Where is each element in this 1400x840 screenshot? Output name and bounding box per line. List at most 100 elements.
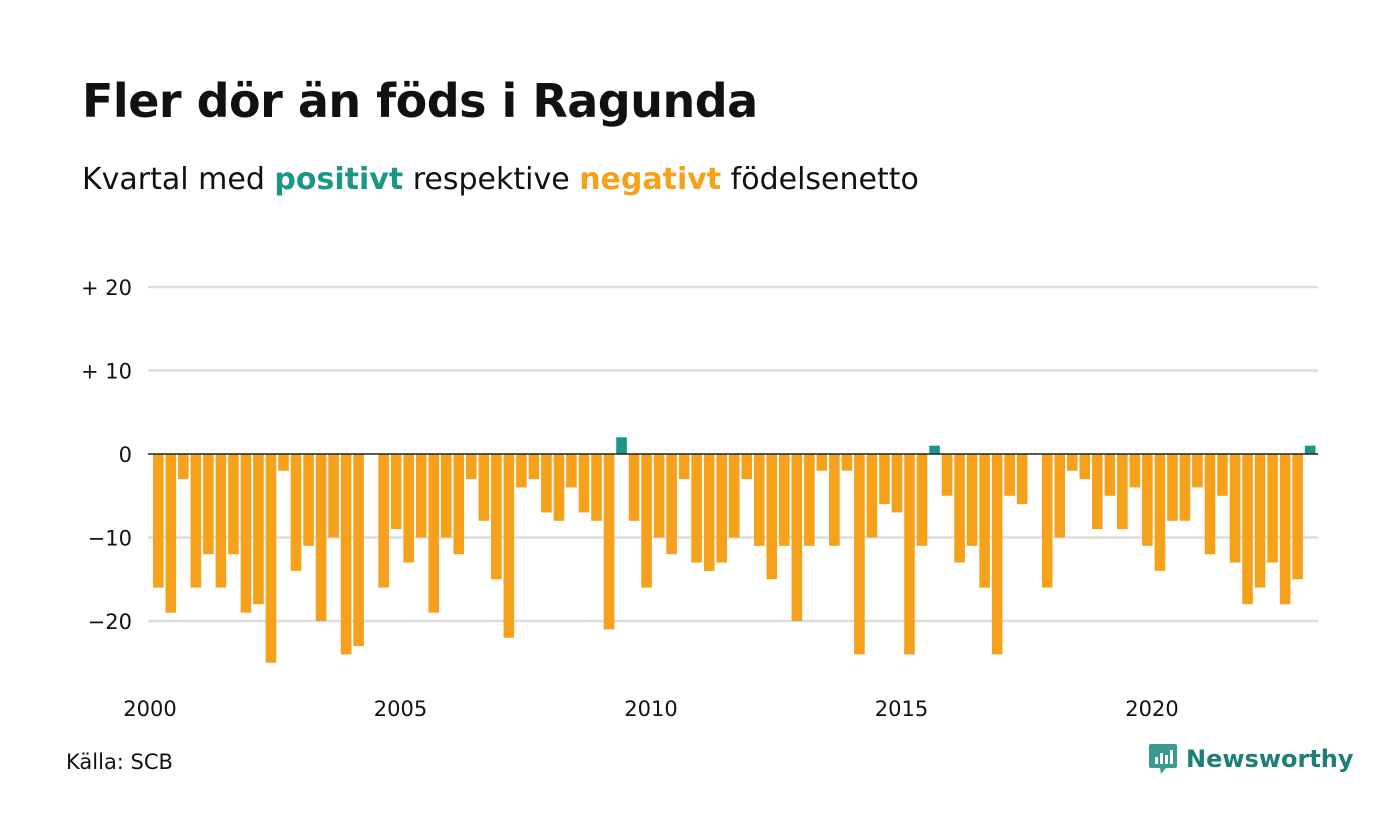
bar (641, 454, 652, 588)
bar (491, 454, 502, 580)
bar (603, 454, 615, 630)
bar (403, 454, 414, 563)
bar (1217, 454, 1228, 496)
bar (591, 454, 602, 521)
bar (1041, 454, 1053, 588)
bar (929, 445, 940, 454)
y-tick-label: 0 (119, 443, 132, 467)
bar (503, 454, 515, 638)
y-tick-label: −20 (88, 610, 132, 634)
bar (1054, 454, 1066, 538)
bar (440, 454, 452, 538)
y-tick-label: + 20 (81, 276, 132, 300)
bar (466, 454, 477, 480)
bar (879, 454, 890, 505)
bar (1279, 454, 1291, 605)
bar (415, 454, 427, 538)
bar (816, 454, 828, 471)
bar (703, 454, 715, 571)
bar (303, 454, 314, 546)
bar (691, 454, 702, 563)
bar (791, 454, 803, 621)
subtitle-positive-word: positivt (274, 162, 404, 197)
bar (566, 454, 577, 488)
bar (278, 454, 289, 471)
bar (153, 454, 164, 588)
bar (253, 454, 264, 605)
bar (904, 454, 915, 655)
bar (916, 454, 928, 546)
bar (728, 454, 740, 538)
bar (779, 454, 790, 546)
bar (1304, 445, 1316, 454)
bar (290, 454, 302, 571)
y-axis-labels: + 20 + 10 0 −10 −20 (81, 276, 132, 634)
bar (1129, 454, 1141, 488)
bar (265, 454, 277, 663)
bar (766, 454, 778, 580)
bar (841, 454, 853, 471)
bar (453, 454, 465, 555)
bar (1142, 454, 1153, 546)
bar (753, 454, 765, 546)
bar (829, 454, 840, 546)
bar (1204, 454, 1216, 555)
bar (328, 454, 339, 538)
bar (378, 454, 389, 588)
y-tick-label: −10 (88, 527, 132, 551)
bar (966, 454, 978, 546)
x-tick-label: 2010 (624, 697, 677, 721)
bar (528, 454, 540, 480)
bar (1167, 454, 1178, 521)
bar (716, 454, 727, 563)
bar (390, 454, 402, 530)
newsworthy-logo-icon (1149, 744, 1177, 774)
bar (991, 454, 1003, 655)
bar (1016, 454, 1028, 505)
bar (190, 454, 202, 588)
bar (866, 454, 878, 538)
bar (941, 454, 953, 496)
bar (203, 454, 214, 555)
subtitle-suffix: födelsenetto (721, 162, 919, 197)
bar (653, 454, 665, 538)
bar-series (153, 437, 1316, 663)
bar (891, 454, 903, 513)
bar (578, 454, 590, 513)
bar (553, 454, 565, 521)
x-tick-label: 2005 (374, 697, 427, 721)
bar (1154, 454, 1166, 571)
bar (1179, 454, 1191, 521)
bar (1292, 454, 1303, 580)
bar (1242, 454, 1253, 605)
x-tick-label: 2000 (123, 697, 176, 721)
y-tick-label: + 10 (81, 360, 132, 384)
x-tick-label: 2015 (875, 697, 928, 721)
bar (1117, 454, 1128, 530)
bar (741, 454, 753, 480)
bar (854, 454, 865, 655)
bar (954, 454, 965, 563)
chart-title: Fler dör än föds i Ragunda (82, 74, 758, 128)
brand-logo: Newsworthy (1148, 742, 1354, 776)
bar (1066, 454, 1078, 471)
chart-subtitle: Kvartal med positivt respektive negativt… (82, 162, 919, 197)
bar (428, 454, 440, 613)
bar (666, 454, 677, 555)
brand-name: Newsworthy (1186, 745, 1354, 773)
bar (1229, 454, 1241, 563)
bar (979, 454, 990, 588)
subtitle-negative-word: negativt (579, 162, 722, 197)
bar (804, 454, 815, 546)
bar (678, 454, 690, 480)
bar (353, 454, 364, 647)
bar (541, 454, 552, 513)
x-tick-label: 2020 (1125, 697, 1178, 721)
bar (165, 454, 177, 613)
bar (315, 454, 327, 621)
bar (1192, 454, 1203, 488)
subtitle-middle: respektive (403, 162, 580, 197)
bar (1104, 454, 1116, 496)
bar (1267, 454, 1278, 563)
